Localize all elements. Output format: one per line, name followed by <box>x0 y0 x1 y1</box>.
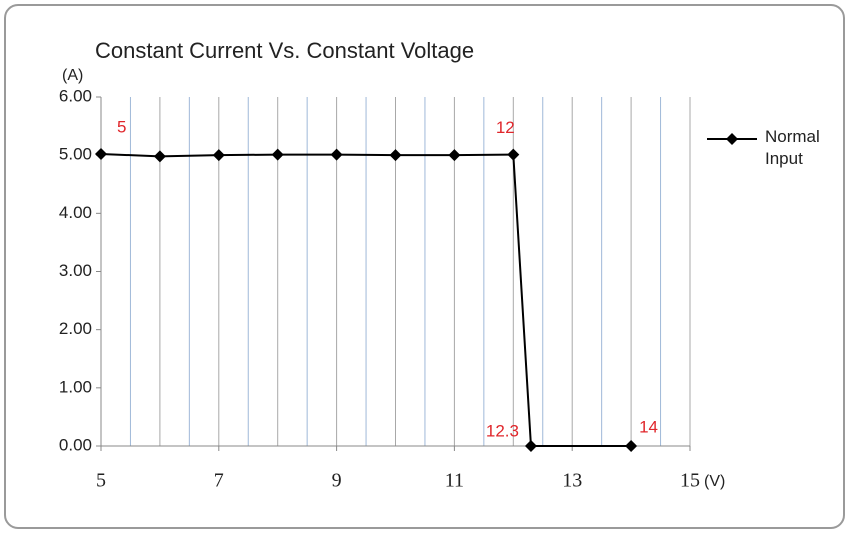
data-point <box>330 148 343 161</box>
x-tick-label: 7 <box>214 470 224 492</box>
legend-label: Normal Input <box>765 127 820 168</box>
data-point <box>212 149 225 162</box>
x-unit: (V) <box>704 473 725 490</box>
y-tick-label: 4.00 <box>59 203 92 222</box>
y-tick-label: 1.00 <box>59 377 92 396</box>
series-line <box>100 153 632 447</box>
x-tick-label: 13 <box>562 470 582 492</box>
y-tick-label: 3.00 <box>59 261 92 280</box>
data-point <box>524 440 537 452</box>
annotation: 14 <box>639 417 658 436</box>
x-tick-label: 9 <box>332 470 342 492</box>
y-tick-label: 6.00 <box>59 86 92 105</box>
data-point <box>153 150 166 163</box>
annotation: 12 <box>496 118 515 137</box>
annotation: 5 <box>117 117 126 136</box>
x-tick-label: 11 <box>445 470 464 492</box>
y-tick-label: 2.00 <box>59 319 92 338</box>
data-point <box>271 148 284 161</box>
data-point <box>95 148 107 161</box>
data-point <box>625 440 638 452</box>
data-point <box>507 148 520 161</box>
data-point <box>448 149 461 162</box>
x-tick-label: 15 <box>680 470 700 492</box>
y-tick-label: 5.00 <box>59 145 92 164</box>
data-point <box>389 149 402 162</box>
x-tick-label: 5 <box>96 470 106 492</box>
y-tick-label: 0.00 <box>59 435 92 454</box>
annotation: 12.3 <box>486 421 519 440</box>
y-unit: (A) <box>62 67 83 84</box>
chart-title: Constant Current Vs. Constant Voltage <box>95 38 474 63</box>
legend-marker <box>726 133 738 145</box>
